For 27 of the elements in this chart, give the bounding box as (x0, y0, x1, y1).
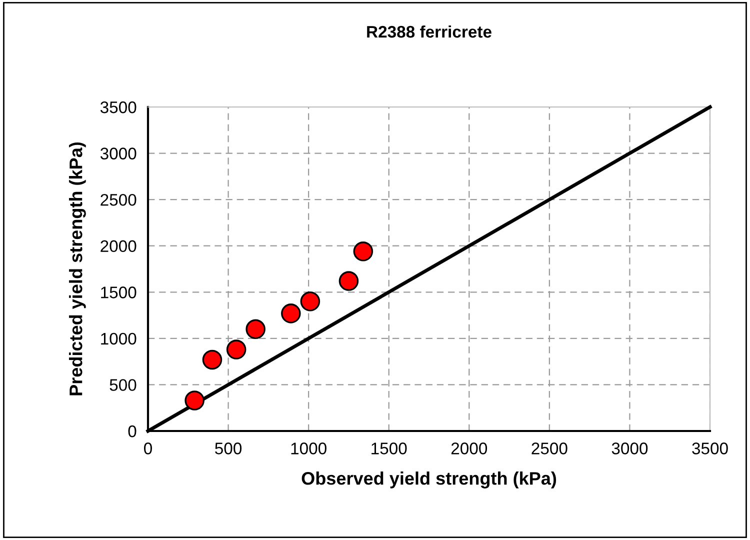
point (226, 340, 246, 360)
point (246, 319, 266, 340)
y-tick-label: 2000 (100, 240, 136, 252)
point (353, 242, 374, 262)
chart-title: R2388 ferricrete (367, 25, 492, 38)
x-tick-label: 0 (144, 442, 152, 454)
y-axis-title: Predicted yield strength (kPa) (69, 142, 86, 396)
point (300, 292, 320, 312)
x-tick-label: 500 (215, 442, 242, 454)
x-tick-label: 3500 (692, 442, 728, 454)
point (281, 304, 301, 324)
point (338, 271, 359, 291)
y-tick-label: 1000 (101, 332, 136, 345)
point (184, 390, 204, 410)
y-tick-label: 3000 (100, 148, 136, 160)
y-tick-label: 3500 (100, 101, 136, 114)
y-tick-label: 0 (128, 425, 136, 438)
x-tick-label: 1000 (291, 442, 326, 454)
x-tick-label: 3000 (612, 442, 648, 454)
y-tick-label: 2500 (100, 194, 136, 206)
x-tick-label: 2000 (451, 442, 488, 454)
y-tick-label: 1500 (101, 286, 136, 298)
x-tick-label: 2500 (532, 442, 568, 454)
x-axis-title: Observed yield strength (kPa) (302, 472, 556, 488)
point (202, 350, 222, 370)
y-tick-label: 500 (110, 379, 136, 391)
x-tick-label: 1500 (372, 442, 407, 454)
